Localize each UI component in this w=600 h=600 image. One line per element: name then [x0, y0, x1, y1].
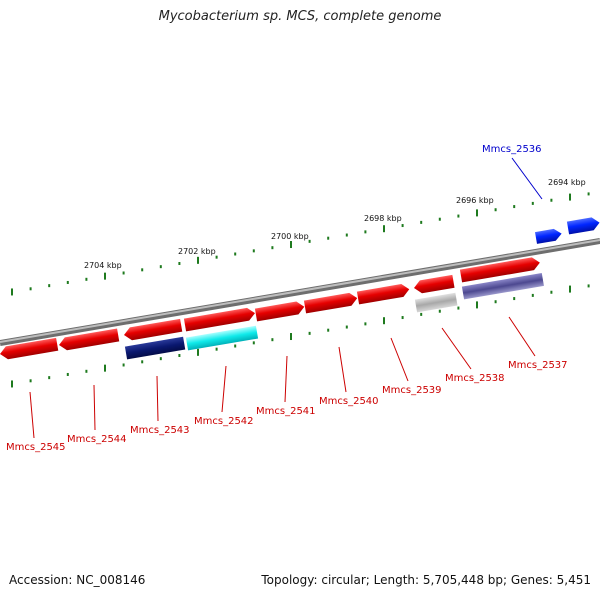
gene-leader-line: [221, 365, 227, 413]
gene-arrow: [459, 257, 540, 283]
gene-leader-line: [441, 327, 472, 370]
gene-arrow-shape: [183, 307, 255, 332]
gene-leader-line: [508, 316, 536, 357]
scale-label: 2694 kbp: [548, 178, 586, 187]
scale-label: 2696 kbp: [456, 196, 494, 205]
gene-arrow-shape: [124, 318, 183, 341]
gene-label[interactable]: Mmcs_2539: [382, 385, 442, 396]
gene-arrow-shape: [566, 217, 600, 235]
gene-track-block: [185, 325, 259, 351]
gene-label[interactable]: Mmcs_2541: [256, 406, 316, 417]
gene-track-block: [461, 273, 544, 300]
gene-leader-line: [338, 346, 347, 393]
scale-label: 2702 kbp: [178, 247, 216, 256]
gene-arrow: [303, 292, 358, 314]
gene-arrow-shape: [534, 228, 562, 244]
scale-label: 2704 kbp: [84, 261, 122, 270]
gene-callouts: Mmcs_2545Mmcs_2544Mmcs_2543Mmcs_2542Mmcs…: [6, 144, 568, 453]
gene-leader-line: [511, 157, 543, 200]
gene-label[interactable]: Mmcs_2542: [194, 416, 254, 427]
lower-scale-ticks: [11, 284, 590, 388]
map-title: Mycobacterium sp. MCS, complete genome: [158, 9, 442, 24]
gene-track-block-shape: [185, 325, 259, 351]
gene-label[interactable]: Mmcs_2538: [445, 373, 505, 384]
gene-arrow-shape: [254, 301, 305, 322]
scale-label: 2698 kbp: [364, 214, 402, 223]
gene-track-block-shape: [461, 273, 544, 300]
gene-leader-line: [156, 375, 159, 422]
gene-label[interactable]: Mmcs_2545: [6, 442, 66, 453]
gene-label[interactable]: Mmcs_2536: [482, 144, 542, 155]
gene-track-block: [414, 292, 458, 313]
gene-label[interactable]: Mmcs_2544: [67, 434, 127, 445]
gene-arrow-shape: [0, 337, 59, 360]
gene-arrow-shape: [459, 257, 540, 283]
gene-features: [0, 217, 600, 360]
gene-leader-line: [93, 384, 96, 431]
gene-arrow: [534, 228, 562, 244]
gene-arrow: [59, 328, 120, 351]
gene-arrow: [566, 217, 600, 235]
gene-leader-line: [29, 391, 35, 439]
gene-track-block: [124, 336, 186, 360]
gene-arrow-shape: [303, 292, 358, 314]
gene-label[interactable]: Mmcs_2543: [130, 425, 190, 436]
gene-arrow: [414, 274, 455, 294]
gene-label[interactable]: Mmcs_2537: [508, 360, 568, 371]
scale-label: 2700 kbp: [271, 232, 309, 241]
gene-arrow: [183, 307, 255, 332]
gene-track-block-shape: [124, 336, 186, 360]
gene-leader-line: [284, 355, 288, 403]
gene-leader-line: [390, 337, 409, 382]
genome-summary-text: Topology: circular; Length: 5,705,448 bp…: [261, 573, 591, 587]
gene-arrow: [124, 318, 183, 341]
scale-labels: 2704 kbp 2702 kbp 2700 kbp 2698 kbp 2696 kbp…: [84, 178, 586, 270]
accession-text: Accession: NC_008146: [9, 573, 146, 587]
gene-label[interactable]: Mmcs_2540: [319, 396, 379, 407]
genome-backbone-highlight: [0, 239, 600, 343]
upper-scale-ticks: [11, 192, 590, 296]
gene-arrow-shape: [59, 328, 120, 351]
gene-arrow: [0, 337, 59, 360]
gene-arrow: [254, 301, 305, 322]
gene-arrow-shape: [414, 274, 455, 294]
gene-arrow-shape: [356, 284, 410, 305]
gene-arrow: [356, 284, 410, 305]
gene-track-block-shape: [414, 292, 458, 313]
